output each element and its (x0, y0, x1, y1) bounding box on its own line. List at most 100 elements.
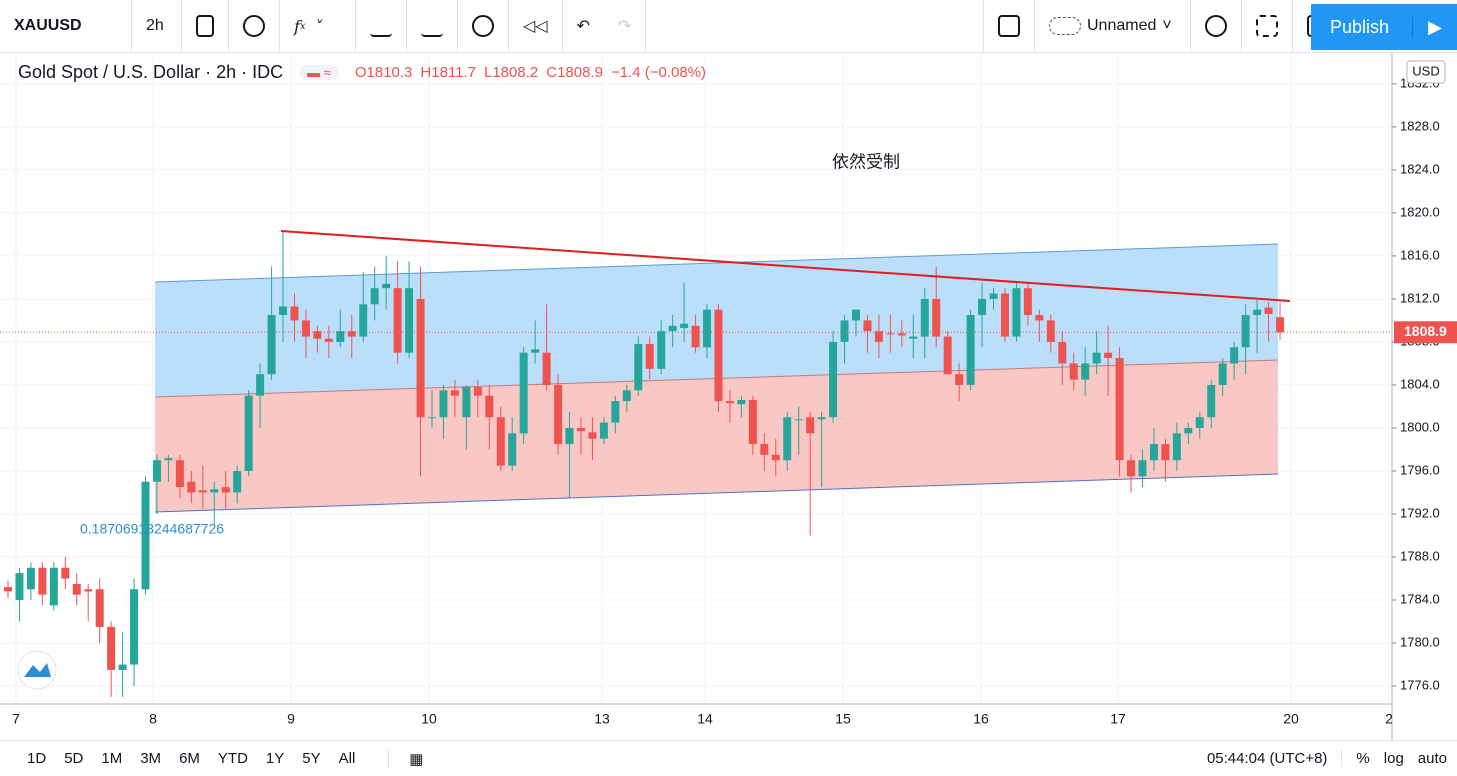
candle-body (1115, 358, 1124, 461)
percent-toggle[interactable]: % (1341, 750, 1370, 767)
candle-body (1092, 352, 1101, 364)
candle-body (531, 349, 540, 353)
candle-body (978, 298, 987, 316)
candle-body (1046, 320, 1055, 342)
candle-body (496, 417, 505, 466)
candle-body (1207, 384, 1216, 418)
candle-body (95, 589, 104, 627)
last-price-label: 1808.9 (1404, 323, 1447, 339)
candle-body (405, 288, 414, 353)
x-tick-label: 8 (149, 711, 157, 727)
candle-body (1149, 444, 1158, 461)
candle-body (1161, 444, 1170, 461)
candle-body (428, 417, 436, 419)
range-button[interactable]: 5Y (302, 750, 321, 767)
candle-body (485, 395, 494, 418)
interval[interactable]: 2h (132, 0, 182, 52)
candle-body (909, 336, 918, 339)
legend-open: O1810.3 (354, 64, 413, 81)
candle-body (473, 387, 482, 396)
candle-body (966, 315, 975, 385)
candle-body (393, 288, 402, 353)
templates-button[interactable] (356, 0, 407, 52)
range-button[interactable]: 1D (27, 750, 47, 767)
candle-body (943, 336, 952, 375)
candle-body (886, 333, 895, 335)
candle-body (714, 309, 723, 402)
range-buttons: 1D 5D 1M 3M 6M YTD 1Y 5Y All (18, 750, 364, 767)
candle-body (817, 417, 826, 420)
candle-body (920, 298, 929, 337)
channel-bottom-line (154, 473, 1279, 513)
x-tick-label: 7 (12, 711, 20, 727)
candle-body (1081, 363, 1090, 380)
alert-button[interactable] (458, 0, 509, 52)
range-button[interactable]: All (338, 750, 356, 767)
range-button[interactable]: YTD (217, 750, 248, 767)
currency-label: USD (1412, 63, 1439, 78)
candle-body (863, 320, 872, 332)
candle-body (1218, 363, 1227, 385)
compare-button[interactable] (229, 0, 280, 52)
x-tick-label: 10 (421, 711, 437, 727)
candle-body (130, 589, 139, 665)
publish-button[interactable]: Publish ▶ (1311, 4, 1457, 50)
fullscreen-button[interactable] (1242, 0, 1293, 52)
candle-body (198, 490, 207, 493)
x-tick-label: 16 (973, 711, 989, 727)
candle-body (932, 298, 941, 337)
candle-body (508, 433, 517, 466)
candle-body (1230, 347, 1239, 364)
x-tick-label: 14 (697, 711, 713, 727)
range-button[interactable]: 5D (64, 750, 84, 767)
candle-body (141, 481, 150, 590)
financials-button[interactable] (407, 0, 458, 52)
range-button[interactable]: 6M (179, 750, 200, 767)
candle-body (874, 331, 883, 342)
candle-body (657, 331, 666, 369)
candle-body (1195, 417, 1204, 428)
candle-body (210, 489, 219, 493)
x-tick-label: 20 (1283, 711, 1299, 727)
candle-body (107, 626, 116, 670)
replay-button[interactable]: ◁◁ (509, 0, 563, 52)
candle-body (370, 288, 379, 305)
undo-button[interactable]: ↶ (576, 18, 591, 35)
candle-body (565, 427, 574, 445)
redo-button[interactable]: ↷ (604, 0, 647, 52)
candle-body (279, 306, 288, 316)
candle-body (1276, 317, 1284, 333)
range-button[interactable]: 1Y (265, 750, 285, 767)
candle-body (748, 400, 757, 445)
candle-body (840, 320, 849, 342)
auto-toggle[interactable]: auto (1417, 750, 1447, 767)
date-range-button[interactable]: ▦ (388, 749, 423, 768)
candle-body (38, 567, 47, 595)
log-toggle[interactable]: log (1383, 750, 1404, 767)
chart: 1776.0 1780.0 1784.0 1788.0 1792.0 1796.0 1800… (0, 53, 1457, 740)
candle-body (645, 344, 654, 369)
candle-body (152, 460, 161, 482)
candle-body (989, 293, 998, 299)
candle-body (4, 587, 12, 592)
candle-body (611, 401, 620, 423)
legend-toggle[interactable]: ▬ ≈ (299, 65, 339, 80)
candle-body (806, 417, 815, 434)
legend-high: H1811.7 (420, 64, 476, 81)
layout-button[interactable] (983, 0, 1035, 52)
candle-body (336, 331, 345, 342)
layout-menu[interactable]: Unnamed ˅ (1035, 0, 1191, 52)
candle-type-button[interactable] (182, 0, 229, 52)
layout-name: Unnamed (1087, 17, 1157, 34)
candle-body (84, 589, 93, 592)
candle-body (416, 298, 425, 418)
range-button[interactable]: 1M (101, 750, 123, 767)
symbol[interactable]: XAUUSD (0, 0, 132, 52)
settings-button[interactable] (1191, 0, 1242, 52)
x-tick-label: 2 (1385, 711, 1393, 727)
candle-body (175, 460, 184, 488)
candle-body (703, 309, 712, 348)
candle-body (737, 400, 746, 405)
range-button[interactable]: 3M (140, 750, 162, 767)
